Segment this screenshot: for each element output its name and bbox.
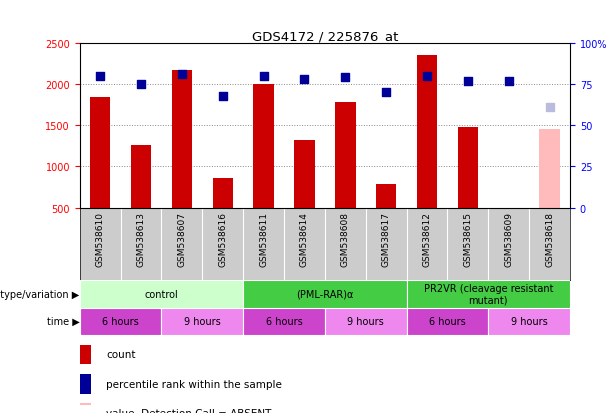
Bar — [80, 308, 161, 335]
Bar — [489, 308, 570, 335]
Point — [463, 78, 473, 85]
Bar — [243, 280, 406, 308]
Text: count: count — [106, 349, 135, 359]
Text: PR2VR (cleavage resistant
mutant): PR2VR (cleavage resistant mutant) — [424, 283, 553, 305]
Point — [259, 73, 268, 80]
Bar — [131, 146, 151, 208]
Bar — [80, 374, 91, 394]
Point — [422, 73, 432, 80]
Text: (PML-RAR)α: (PML-RAR)α — [296, 289, 354, 299]
Text: 9 hours: 9 hours — [348, 316, 384, 326]
Point — [95, 73, 105, 80]
Text: percentile rank within the sample: percentile rank within the sample — [106, 379, 282, 389]
Text: GSM538611: GSM538611 — [259, 212, 268, 267]
Point — [300, 76, 310, 83]
Point — [545, 104, 555, 111]
Text: GSM538609: GSM538609 — [504, 212, 513, 267]
Bar — [90, 98, 110, 208]
Text: GSM538615: GSM538615 — [463, 212, 473, 267]
Bar — [539, 129, 560, 208]
Text: 6 hours: 6 hours — [102, 316, 139, 326]
Text: time ▶: time ▶ — [47, 316, 79, 326]
Text: control: control — [145, 289, 178, 299]
Title: GDS4172 / 225876_at: GDS4172 / 225876_at — [252, 29, 398, 43]
Bar — [406, 308, 489, 335]
Text: 9 hours: 9 hours — [184, 316, 221, 326]
Bar — [172, 71, 192, 208]
Text: 6 hours: 6 hours — [265, 316, 302, 326]
Point — [381, 90, 391, 96]
Bar — [376, 184, 397, 208]
Point — [177, 71, 187, 78]
Text: GSM538617: GSM538617 — [382, 212, 390, 267]
Bar — [458, 128, 478, 208]
Point — [136, 81, 146, 88]
Text: GSM538610: GSM538610 — [96, 212, 105, 267]
Bar — [325, 308, 406, 335]
Bar — [80, 280, 243, 308]
Text: GSM538613: GSM538613 — [137, 212, 145, 267]
Bar — [161, 308, 243, 335]
Bar — [243, 308, 325, 335]
Bar — [417, 56, 437, 208]
Bar — [253, 85, 274, 208]
Bar — [80, 345, 91, 364]
Text: GSM538614: GSM538614 — [300, 212, 309, 266]
Text: value, Detection Call = ABSENT: value, Detection Call = ABSENT — [106, 408, 272, 413]
Text: GSM538607: GSM538607 — [177, 212, 186, 267]
Text: 9 hours: 9 hours — [511, 316, 547, 326]
Bar — [335, 103, 356, 208]
Text: GSM538612: GSM538612 — [422, 212, 432, 266]
Point — [340, 75, 350, 81]
Text: GSM538618: GSM538618 — [545, 212, 554, 267]
Bar — [213, 179, 233, 208]
Bar — [80, 404, 91, 413]
Text: GSM538608: GSM538608 — [341, 212, 350, 267]
Bar — [406, 280, 570, 308]
Text: 6 hours: 6 hours — [429, 316, 466, 326]
Point — [218, 93, 227, 100]
Text: genotype/variation ▶: genotype/variation ▶ — [0, 289, 79, 299]
Point — [504, 78, 514, 85]
Text: GSM538616: GSM538616 — [218, 212, 227, 267]
Bar — [294, 141, 314, 208]
